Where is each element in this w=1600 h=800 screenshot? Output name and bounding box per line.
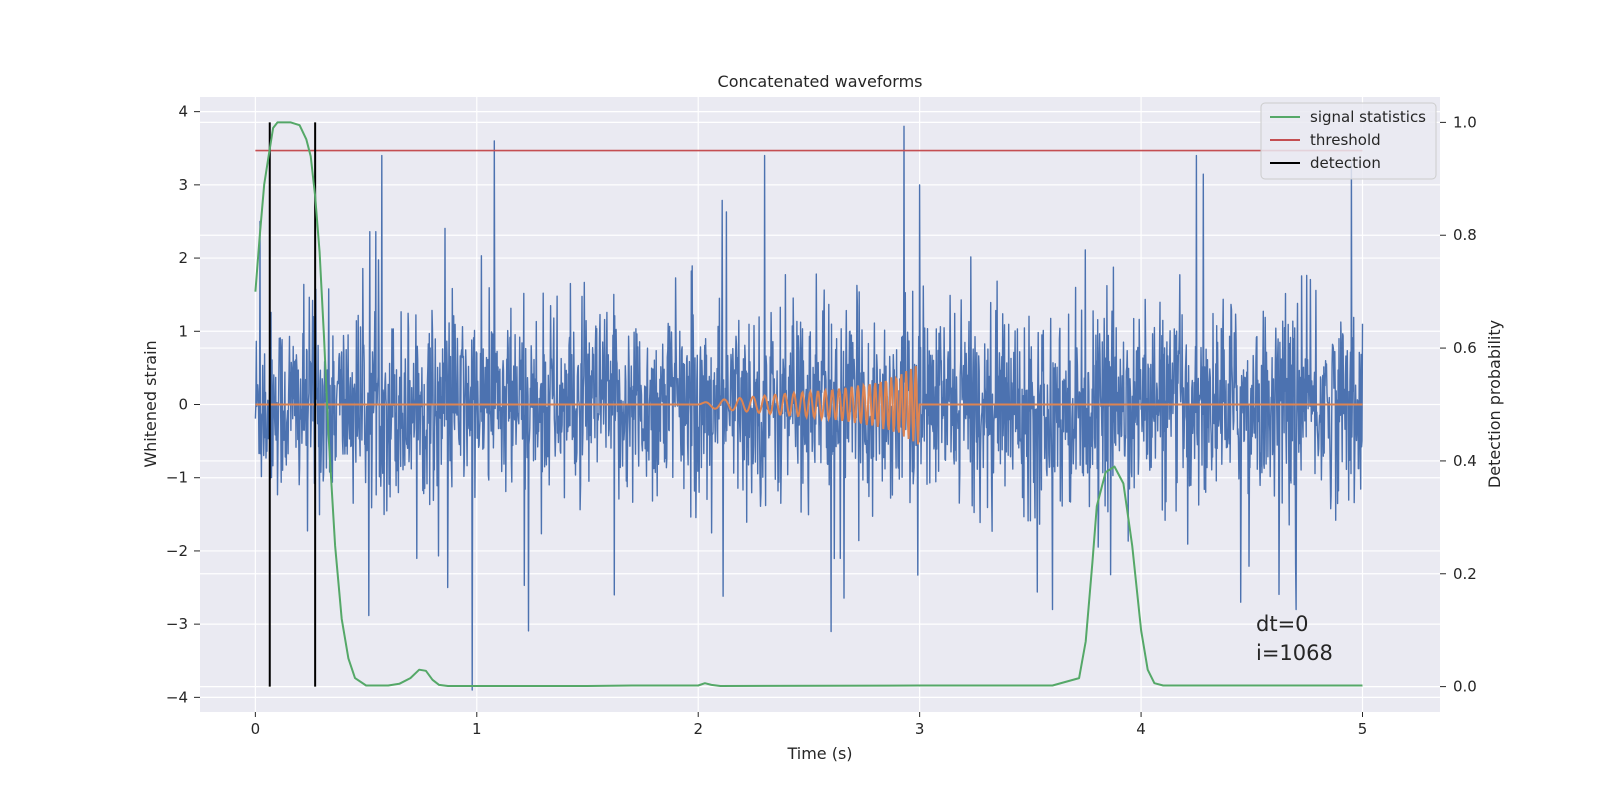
y-axis-label: Whitened strain [141, 340, 160, 467]
legend-box [1260, 102, 1437, 180]
y2-tick-label: 0.0 [1453, 678, 1477, 696]
y-tick-label: 1 [178, 322, 188, 340]
y-tick-label: −2 [166, 542, 188, 560]
x-axis-label: Time (s) [786, 744, 852, 763]
injected-waveform-line [255, 366, 1363, 445]
x-tick-label: 0 [251, 720, 261, 738]
right-tick-labels: 0.0 0.2 0.4 0.6 0.8 1.0 [1453, 113, 1477, 695]
left-tick-labels: −4 −3 −2 −1 0 1 2 3 4 [166, 103, 188, 707]
detection-series [268, 122, 317, 687]
annotation-dt: dt=0 [1256, 612, 1309, 636]
injected-waveform-series [255, 366, 1363, 445]
y-tick-label: 3 [178, 176, 188, 194]
legend-label-detection: detection [1310, 154, 1381, 172]
y-tick-label: −1 [166, 469, 188, 487]
x-tick-labels: 0 1 2 3 4 5 [251, 720, 1368, 738]
x-tick-label: 3 [915, 720, 925, 738]
annotation-i: i=1068 [1256, 641, 1333, 665]
y-tick-label: 2 [178, 249, 188, 267]
x-tick-label: 2 [693, 720, 703, 738]
y2-tick-label: 0.4 [1453, 452, 1477, 470]
x-tick-label: 5 [1358, 720, 1368, 738]
y2-tick-label: 0.6 [1453, 339, 1477, 357]
y-tick-label: 4 [178, 103, 188, 121]
x-tick-label: 1 [472, 720, 482, 738]
y-tick-label: −3 [166, 615, 188, 633]
y2-axis-label: Detection probability [1485, 320, 1504, 488]
signal-statistics-line [254, 121, 1363, 687]
chart-title: Concatenated waveforms [718, 72, 923, 91]
legend-label-threshold: threshold [1310, 131, 1381, 149]
legend: signal statistics threshold detection [1260, 102, 1437, 180]
x-tick-label: 4 [1136, 720, 1146, 738]
strain-series [254, 125, 1364, 691]
y2-tick-label: 1.0 [1453, 113, 1477, 131]
legend-label-signal-statistics: signal statistics [1310, 108, 1426, 126]
y-tick-label: 0 [178, 396, 188, 414]
y2-tick-label: 0.2 [1453, 565, 1477, 583]
strain-line [254, 125, 1364, 691]
signal-statistics-series [254, 121, 1363, 687]
y-tick-label: −4 [166, 688, 188, 706]
y2-tick-label: 0.8 [1453, 226, 1477, 244]
